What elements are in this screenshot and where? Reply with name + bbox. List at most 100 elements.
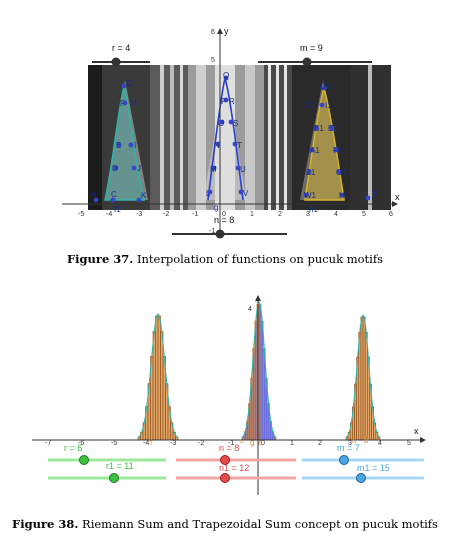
- marker-g: g: [250, 438, 254, 447]
- x-tick: -1: [192, 211, 198, 218]
- slider-r-label: r = 4: [112, 43, 130, 53]
- x-tick: 0: [261, 440, 265, 447]
- slider-m-handle[interactable]: [339, 455, 349, 465]
- point-label: A: [91, 190, 97, 199]
- y-tick: 5: [211, 57, 215, 64]
- point-label: G1: [336, 168, 347, 177]
- slider-r[interactable]: r = 4: [92, 43, 150, 67]
- histogram-middle: [241, 301, 277, 441]
- histogram-bar: [152, 330, 156, 441]
- point-label: M: [210, 165, 217, 174]
- point-label: C1: [305, 101, 316, 110]
- figure-38-caption-label: Figure 38.: [12, 517, 79, 531]
- point-label: O: [218, 119, 224, 128]
- point-label: I1: [325, 101, 332, 110]
- histogram-bar: [254, 320, 258, 441]
- point-label: G: [126, 79, 132, 88]
- histogram-bar: [360, 316, 364, 441]
- y-tick: -1: [209, 228, 215, 235]
- slider-m1-label: m1 = 15: [357, 463, 390, 473]
- point-label: E1: [328, 124, 338, 133]
- point-label: T: [237, 141, 242, 150]
- histogram-bar: [258, 303, 262, 441]
- slider-n1-handle[interactable]: [220, 473, 230, 483]
- slider-r1-handle[interactable]: [109, 473, 119, 483]
- x-tick: -6: [78, 440, 84, 447]
- x-tick: -3: [170, 440, 176, 447]
- x-tick: -7: [45, 440, 51, 447]
- x-tick: -3: [136, 211, 142, 218]
- x-axis-label: x: [395, 192, 400, 202]
- figure-37-caption-text: Interpolation of functions on pucuk moti…: [133, 252, 383, 266]
- figure-38: x 4 -7 -6 -5 -4 -3 -2 -1 0 1 2 3 4 5 f g…: [0, 295, 450, 495]
- histogram-curve: [137, 313, 179, 439]
- marker-h: h: [352, 436, 356, 445]
- marker-c: c: [240, 436, 244, 445]
- slider-r-handle[interactable]: [79, 455, 89, 465]
- x-axis-label: x: [414, 426, 419, 436]
- slider-m[interactable]: m = 7: [302, 443, 424, 465]
- point-label: N: [214, 141, 220, 150]
- x-tick: 6: [389, 211, 393, 218]
- figure-38-caption-text: Riemann Sum and Trapezoidal Sum concept …: [78, 517, 438, 531]
- point-label: D: [112, 164, 118, 173]
- point-label: R: [229, 97, 235, 106]
- x-tick: 2: [278, 211, 282, 218]
- histogram-bar: [260, 320, 264, 441]
- point-label: E: [116, 141, 121, 150]
- slider-n1[interactable]: n1 = 12: [176, 463, 296, 483]
- y-axis-label: y: [224, 26, 229, 36]
- slider-m1[interactable]: m1 = 15: [302, 463, 424, 483]
- slider-m1-handle[interactable]: [356, 473, 366, 483]
- x-tick: 4: [378, 440, 382, 447]
- point-label: Z1: [306, 168, 316, 177]
- point-label: f1: [114, 205, 121, 214]
- slider-r1-label: r1 = 11: [106, 461, 134, 471]
- point-markers: [93, 75, 371, 203]
- point-label: H: [131, 99, 137, 108]
- slider-n-label: n = 8: [214, 215, 234, 225]
- histogram-right: [345, 314, 381, 441]
- x-tick: -1: [228, 440, 234, 447]
- point-label: A1: [310, 146, 320, 155]
- slider-m-handle[interactable]: [302, 57, 312, 67]
- point-label: H1: [339, 191, 350, 200]
- point-label: Q: [223, 71, 229, 80]
- slider-n[interactable]: n = 8: [176, 443, 296, 465]
- point-label: B: [372, 189, 377, 198]
- point-label: V: [243, 189, 249, 198]
- figure-37-caption: Figure 37. Interpolation of functions on…: [0, 252, 450, 266]
- x-tick: -5: [111, 440, 117, 447]
- y-tick: 6: [211, 29, 215, 36]
- x-tick: 3: [348, 440, 352, 447]
- slider-m-label: m = 7: [337, 443, 360, 453]
- x-ticks: -7 -6 -5 -4 -3 -2 -1 0 1 2 3 4 5: [45, 440, 411, 447]
- point-label: B1: [314, 124, 324, 133]
- point-label: U: [240, 165, 246, 174]
- x-tick: -2: [163, 211, 169, 218]
- histogram-bar: [362, 316, 366, 441]
- slider-r-handle[interactable]: [111, 57, 121, 67]
- slider-r1[interactable]: r1 = 11: [48, 461, 166, 483]
- slider-n[interactable]: n = 8: [172, 215, 287, 239]
- histogram-bar: [157, 315, 161, 441]
- point-label: g: [214, 203, 218, 212]
- marker-b: b: [364, 436, 369, 445]
- slider-n-handle[interactable]: [215, 229, 225, 239]
- slider-n-label: n = 8: [219, 443, 239, 453]
- histogram-curve: [345, 314, 381, 439]
- histogram-bar: [155, 315, 159, 441]
- point-label: F1: [333, 146, 343, 155]
- x-tick: 5: [362, 211, 366, 218]
- figure-37-caption-label: Figure 37.: [66, 252, 134, 266]
- point-label: C: [111, 190, 117, 199]
- x-ticks: -5 -4 -3 -2 -1 0 1 2 3 4 5 6: [78, 211, 393, 218]
- point-label: D1: [320, 82, 331, 91]
- slider-n1-label: n1 = 12: [219, 463, 249, 473]
- slider-m-label: m = 9: [300, 43, 323, 53]
- x-tick: -4: [106, 211, 112, 218]
- point-label: P: [221, 97, 226, 106]
- slider-r[interactable]: r = 6: [48, 443, 166, 465]
- slider-m[interactable]: m = 9: [258, 43, 372, 67]
- slider-n-handle[interactable]: [220, 455, 230, 465]
